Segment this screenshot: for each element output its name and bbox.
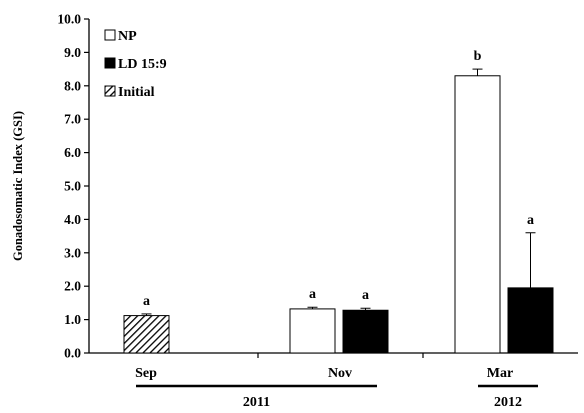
x-axis-labels: Sep Nov Mar 2011 2012 — [135, 366, 538, 410]
y-tick-label: 3.0 — [64, 245, 81, 260]
y-tick-label: 8.0 — [64, 78, 81, 93]
y-tick-label: 0.0 — [64, 346, 81, 361]
legend-label-initial: Initial — [118, 85, 155, 100]
y-tick-label: 9.0 — [64, 45, 81, 60]
chart-legend: NP LD 15:9 Initial — [104, 29, 167, 100]
bar-mar-ld — [507, 287, 554, 354]
year-label: 2011 — [243, 395, 270, 410]
significance-letter: a — [309, 287, 316, 302]
legend-swatch-initial — [104, 85, 116, 97]
chart-axes: 0.0 1.0 2.0 3.0 4.0 5.0 6.0 7.0 8.0 9.0 10.0 Gonado… — [11, 12, 578, 361]
y-tick-label: 1.0 — [64, 312, 81, 327]
bar-sep-initial — [123, 315, 170, 354]
y-tick-label: 7.0 — [64, 112, 81, 127]
legend-label-ld: LD 15:9 — [118, 57, 167, 72]
bar-mar-np — [454, 75, 501, 354]
significance-letter: a — [362, 288, 369, 303]
y-tick-label: 4.0 — [64, 212, 81, 227]
x-category-label: Nov — [328, 366, 352, 381]
legend-swatch-np — [104, 29, 116, 41]
bar-nov-ld — [342, 309, 389, 354]
y-tick-label: 5.0 — [64, 179, 81, 194]
significance-letter: a — [143, 294, 150, 309]
significance-letter: b — [474, 49, 482, 64]
y-axis-title: Gonadosomatic Index (GSI) — [11, 111, 25, 261]
y-tick-label: 6.0 — [64, 145, 81, 160]
x-category-label: Mar — [487, 366, 513, 381]
significance-letter: a — [527, 213, 534, 228]
y-tick-label: 2.0 — [64, 279, 81, 294]
chart-bars: a a a b a — [123, 49, 554, 354]
legend-label-np: NP — [118, 29, 137, 44]
x-category-label: Sep — [135, 366, 157, 381]
bar-nov-np — [289, 308, 336, 354]
legend-swatch-ld — [104, 57, 116, 69]
y-tick-label: 10.0 — [57, 12, 81, 27]
year-label: 2012 — [494, 395, 522, 410]
